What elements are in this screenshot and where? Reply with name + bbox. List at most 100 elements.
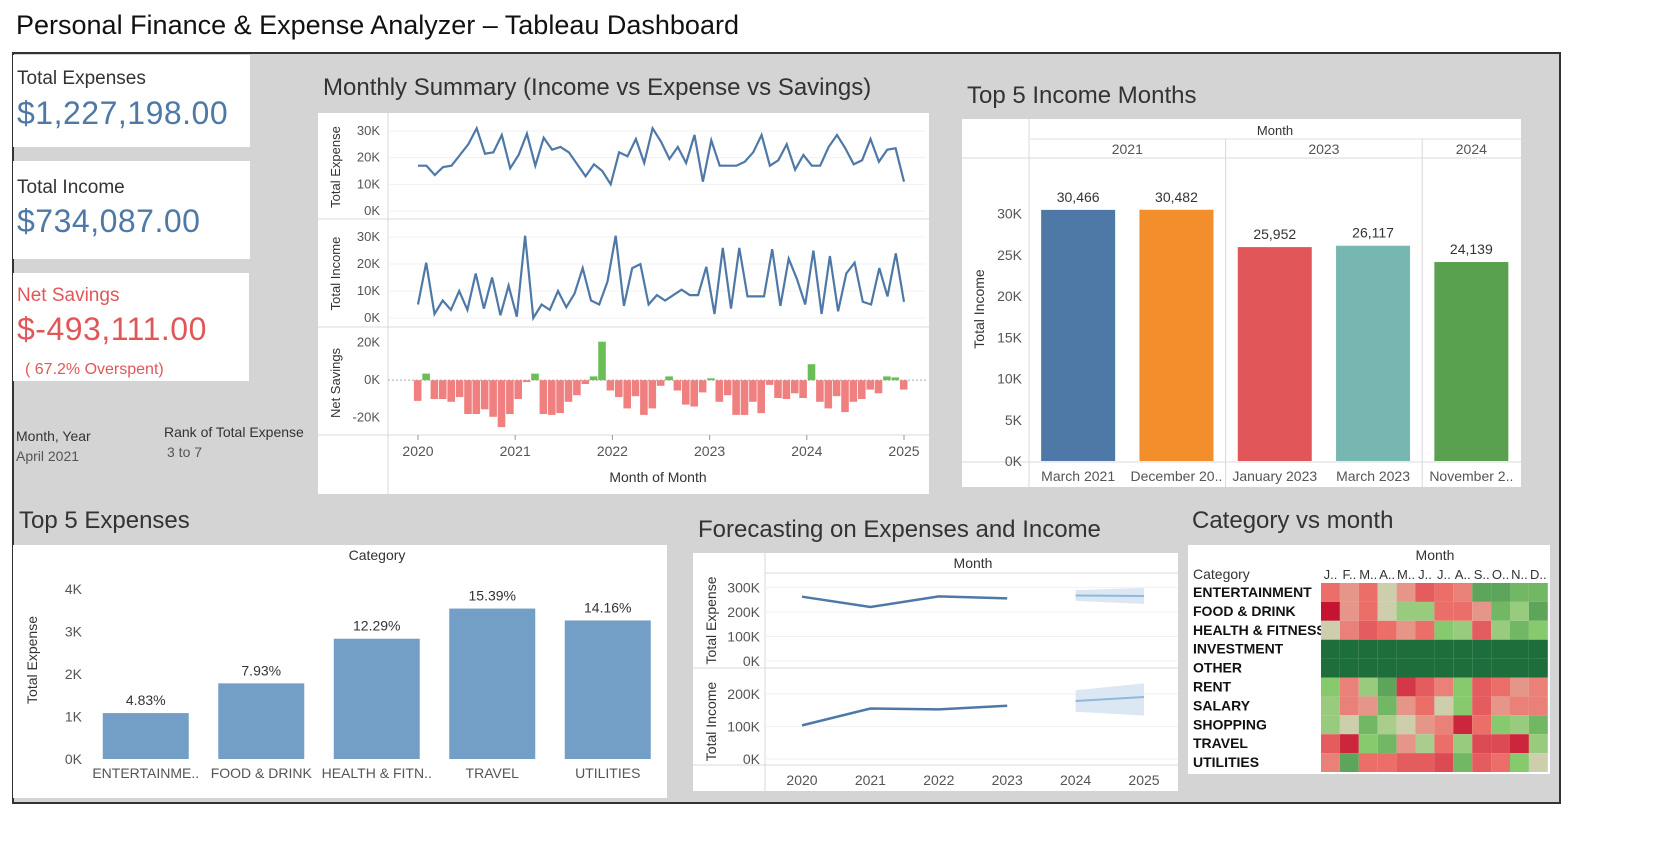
heatmap-cell bbox=[1321, 715, 1340, 735]
column-header: Month bbox=[1257, 123, 1293, 138]
filter-value[interactable]: 3 to 7 bbox=[167, 444, 203, 460]
heatmap-cell bbox=[1415, 734, 1435, 754]
row-label: ENTERTAINMENT bbox=[1193, 584, 1312, 600]
heatmap-cell bbox=[1453, 620, 1473, 640]
y-axis-title: Total Expense bbox=[24, 616, 40, 704]
heatmap-cell bbox=[1377, 639, 1397, 659]
overspent-note: ( 67.2% Overspent) bbox=[25, 361, 164, 378]
heatmap-cell bbox=[1377, 658, 1397, 678]
heatmap-cell bbox=[1396, 677, 1416, 697]
filter-label: Month, Year bbox=[16, 428, 91, 444]
kpi-value: $1,227,198.00 bbox=[17, 95, 229, 131]
savings-bar bbox=[480, 380, 489, 410]
heatmap-cell bbox=[1434, 677, 1454, 697]
column-label: A.. bbox=[1455, 567, 1471, 582]
y-tick-label: 100K bbox=[727, 628, 760, 644]
y-tick-label: 10K bbox=[357, 283, 380, 298]
column-label: M.. bbox=[1359, 567, 1377, 582]
heatmap-cell bbox=[1510, 696, 1529, 716]
data-label: 12.29% bbox=[353, 618, 400, 634]
heatmap-cell bbox=[1321, 677, 1340, 697]
y-tick-label: 0K bbox=[364, 203, 380, 218]
y-tick-label: 0K bbox=[1005, 453, 1023, 469]
actual-line bbox=[801, 595, 1008, 609]
savings-bar bbox=[472, 380, 481, 414]
heatmap-cell bbox=[1321, 734, 1340, 754]
heatmap-cell bbox=[1510, 583, 1529, 602]
expense-bar bbox=[564, 620, 651, 759]
y-tick-label: 4K bbox=[65, 581, 83, 597]
savings-bar bbox=[531, 373, 539, 381]
heatmap-cell bbox=[1396, 620, 1416, 640]
y-tick-label: 30K bbox=[357, 123, 380, 138]
x-tick-label: 2023 bbox=[694, 443, 725, 459]
savings-bar bbox=[640, 380, 648, 415]
savings-bar bbox=[874, 380, 883, 394]
x-tick-label: 2021 bbox=[855, 772, 886, 788]
heatmap-cell bbox=[1358, 639, 1378, 659]
row-label: UTILITIES bbox=[1193, 754, 1259, 770]
heatmap-cell bbox=[1491, 620, 1510, 640]
forecast-line bbox=[1075, 696, 1145, 702]
heatmap-cell bbox=[1528, 753, 1548, 772]
data-label: 15.39% bbox=[469, 588, 516, 604]
heatmap-cell bbox=[1377, 620, 1397, 640]
savings-bar bbox=[866, 380, 874, 390]
heatmap-cell bbox=[1377, 583, 1397, 602]
heatmap-cell bbox=[1396, 639, 1416, 659]
top5-expenses-title: Top 5 Expenses bbox=[19, 507, 190, 534]
heatmap-cell bbox=[1491, 734, 1510, 754]
heatmap-cell bbox=[1528, 601, 1548, 621]
y-tick-label: 15K bbox=[997, 329, 1023, 345]
heatmap-cell bbox=[1510, 601, 1529, 621]
heatmap-cell bbox=[1415, 601, 1435, 621]
heatmap-cell bbox=[1472, 601, 1492, 621]
savings-bar bbox=[740, 380, 749, 415]
heatmap-cell bbox=[1491, 753, 1510, 772]
data-label: 7.93% bbox=[241, 662, 281, 678]
y-tick-label: 30K bbox=[357, 229, 380, 244]
column-label: N.. bbox=[1511, 567, 1528, 582]
savings-bar bbox=[564, 380, 573, 402]
y-tick-label: 20K bbox=[357, 335, 380, 350]
filter-rank[interactable]: Rank of Total Expense 3 to 7 bbox=[164, 424, 304, 460]
heatmap-cell bbox=[1453, 601, 1473, 621]
savings-bar bbox=[514, 380, 522, 399]
x-tick-label: FOOD & DRINK bbox=[211, 765, 313, 781]
column-label: D.. bbox=[1530, 567, 1547, 582]
savings-bar bbox=[656, 380, 665, 386]
heatmap-cell bbox=[1358, 620, 1378, 640]
heatmap-cell bbox=[1396, 583, 1416, 602]
heatmap-cell bbox=[1434, 658, 1454, 678]
savings-bar bbox=[631, 380, 640, 397]
data-label: 14.16% bbox=[584, 599, 631, 615]
heatmap-cell bbox=[1434, 696, 1454, 716]
heatmap-cell bbox=[1321, 753, 1340, 772]
series-line-total-expense bbox=[418, 125, 906, 188]
filter-month-year[interactable]: Month, Year April 2021 bbox=[16, 428, 91, 464]
heatmap-cell bbox=[1415, 583, 1435, 602]
y-tick-label: 5K bbox=[1005, 412, 1023, 428]
y-tick-label: 0K bbox=[743, 751, 761, 767]
savings-bar bbox=[665, 376, 673, 381]
data-label: 4.83% bbox=[126, 692, 166, 708]
column-label: F.. bbox=[1342, 567, 1356, 582]
y-axis-title: Total Income bbox=[328, 237, 343, 311]
forecast-title: Forecasting on Expenses and Income bbox=[698, 516, 1101, 543]
income-bar bbox=[1139, 209, 1214, 461]
heatmap-cell bbox=[1528, 734, 1548, 754]
savings-bar bbox=[581, 380, 590, 384]
income-bar bbox=[1237, 247, 1312, 461]
savings-bar bbox=[422, 373, 430, 381]
top5-income-chart: Month 2021 2023 2024 30K 25K 20K 15K 10K 5K 0K Tota… bbox=[962, 119, 1521, 487]
savings-bar bbox=[506, 380, 514, 414]
filter-value[interactable]: April 2021 bbox=[16, 448, 80, 464]
heatmap-cell bbox=[1528, 677, 1548, 697]
kpi-label: Net Savings bbox=[17, 285, 120, 306]
heatmap-cell bbox=[1434, 715, 1454, 735]
heatmap-cell bbox=[1453, 715, 1473, 735]
heatmap-cell bbox=[1358, 601, 1378, 621]
heatmap-cell bbox=[1434, 601, 1454, 621]
y-axis-title: Total Expense bbox=[328, 126, 343, 208]
heatmap-cell bbox=[1358, 677, 1378, 697]
